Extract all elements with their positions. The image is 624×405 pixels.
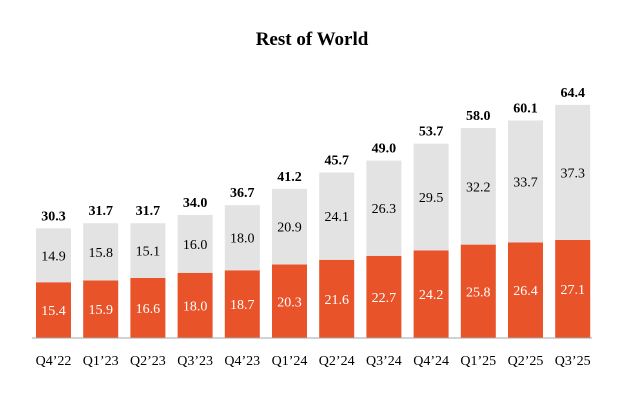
bar-value-label-top: 15.1: [136, 245, 161, 260]
bar-segment-top: [177, 214, 213, 273]
labels-layer: 15.4 14.9 30.3 Q4’22 15.9 15.8 31.7 Q1’23 16.6 15…: [36, 86, 591, 369]
bar-value-label-bottom: 26.4: [513, 284, 538, 299]
bar-total-label: 49.0: [372, 142, 397, 157]
bar-total-label: 58.0: [466, 109, 491, 124]
bar-segment-bottom: [413, 250, 449, 338]
bar-value-label-bottom: 15.4: [41, 304, 66, 319]
bar-value-label-top: 16.0: [183, 238, 208, 253]
bar-value-label-top: 24.1: [324, 210, 349, 225]
bar-total-label: 45.7: [324, 154, 349, 169]
bar-value-label-bottom: 27.1: [560, 283, 585, 298]
bar-segment-top: [36, 228, 71, 283]
bar-segment-bottom: [224, 270, 260, 338]
bar-total-label: 31.7: [136, 204, 161, 219]
bar-value-label-bottom: 18.7: [230, 298, 255, 313]
bar-segment-top: [130, 223, 166, 278]
bar-segment-bottom: [36, 282, 71, 338]
bar-total-label: 53.7: [419, 125, 444, 140]
bar-total-label: 64.4: [560, 86, 585, 101]
bar-value-label-top: 26.3: [372, 202, 397, 217]
bar-value-label-bottom: 25.8: [466, 285, 491, 300]
bar-value-label-bottom: 18.0: [183, 299, 208, 314]
bar-value-label-bottom: 22.7: [372, 291, 397, 306]
x-tick-label: Q1’23: [83, 354, 119, 369]
bar-value-label-top: 37.3: [560, 166, 585, 181]
bar-segment-top: [366, 160, 402, 256]
bar-total-label: 41.2: [277, 170, 302, 185]
bar-total-label: 60.1: [513, 101, 538, 116]
bar-segment-bottom: [555, 239, 591, 338]
bar-segment-bottom: [177, 272, 213, 338]
bar-total-label: 30.3: [41, 209, 66, 224]
bar-value-label-top: 18.0: [230, 232, 255, 247]
bar-segment-bottom: [272, 264, 307, 338]
x-tick-label: Q3’24: [366, 354, 402, 369]
bar-value-label-top: 14.9: [41, 249, 66, 264]
bar-total-label: 31.7: [88, 204, 113, 219]
x-tick-label: Q1’25: [460, 354, 496, 369]
x-tick-label: Q4’23: [224, 354, 260, 369]
chart-title: Rest of World: [256, 29, 369, 50]
bar-segment-top: [83, 223, 119, 281]
bar-value-label-bottom: 16.6: [136, 302, 161, 317]
x-tick-label: Q3’23: [177, 354, 213, 369]
bar-value-label-top: 15.8: [88, 246, 113, 261]
bar-value-label-top: 32.2: [466, 180, 491, 195]
bar-segment-bottom: [460, 244, 496, 338]
x-tick-label: Q2’23: [130, 354, 166, 369]
bar-value-label-top: 20.9: [277, 221, 302, 236]
x-tick-label: Q4’24: [413, 354, 449, 369]
bar-value-label-bottom: 21.6: [324, 293, 349, 308]
bar-segment-bottom: [130, 277, 166, 338]
bar-segment-top: [413, 143, 449, 251]
bar-value-label-bottom: 24.2: [419, 288, 444, 303]
bar-total-label: 34.0: [183, 196, 208, 211]
bar-segment-top: [272, 188, 307, 265]
bar-value-label-bottom: 20.3: [277, 295, 302, 310]
bar-segment-bottom: [366, 255, 402, 338]
bar-value-label-top: 33.7: [513, 175, 538, 190]
x-tick-label: Q3’25: [555, 354, 591, 369]
bar-total-label: 36.7: [230, 186, 255, 201]
x-tick-label: Q1’24: [272, 354, 308, 369]
bar-segment-top: [224, 205, 260, 271]
x-tick-label: Q2’25: [508, 354, 544, 369]
bar-value-label-bottom: 15.9: [88, 303, 113, 318]
bar-segment-top: [319, 172, 355, 260]
bar-segment-bottom: [83, 280, 119, 338]
x-tick-label: Q2’24: [319, 354, 355, 369]
bar-segment-top: [555, 104, 591, 240]
bar-segment-top: [460, 128, 496, 245]
x-tick-label: Q4’22: [36, 354, 72, 369]
bar-segment-bottom: [319, 259, 355, 338]
bar-segment-bottom: [508, 242, 543, 338]
bar-segment-top: [508, 120, 543, 243]
bars-layer: [36, 104, 591, 338]
bar-value-label-top: 29.5: [419, 191, 444, 206]
